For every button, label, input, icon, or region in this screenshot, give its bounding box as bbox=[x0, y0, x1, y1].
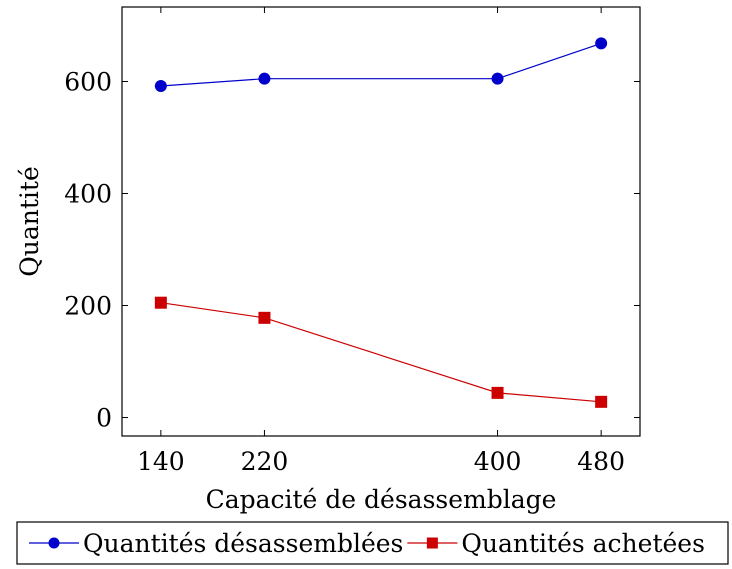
legend-box bbox=[16, 521, 729, 565]
y-axis-ticks: 0 200 400 600 bbox=[64, 67, 640, 433]
legend-label: Quantités désassemblées bbox=[83, 529, 403, 558]
series-layer bbox=[154, 37, 608, 408]
x-tick-label: 140 bbox=[137, 447, 185, 476]
data-point bbox=[258, 72, 271, 85]
y-tick-label: 600 bbox=[64, 67, 112, 96]
legend-label: Quantités achetées bbox=[461, 529, 705, 558]
data-point bbox=[258, 311, 271, 324]
x-axis-ticks: 140 220 400 480 bbox=[137, 7, 625, 476]
data-point bbox=[595, 37, 608, 50]
series-1 bbox=[154, 37, 608, 92]
data-point bbox=[154, 79, 167, 92]
data-point bbox=[491, 72, 504, 85]
plot-area bbox=[121, 6, 641, 437]
data-point bbox=[154, 296, 167, 309]
series-line bbox=[160, 302, 602, 403]
data-point bbox=[595, 395, 608, 408]
legend-item-2: Quantités achetées bbox=[407, 529, 705, 558]
data-point bbox=[491, 386, 504, 399]
plot-frame bbox=[121, 6, 641, 437]
legend-item-1: Quantités désassemblées bbox=[29, 529, 403, 558]
y-tick-label: 200 bbox=[64, 292, 112, 321]
legend: Quantités désassemblées Quantités achetée… bbox=[16, 521, 729, 565]
legend-marker bbox=[426, 537, 438, 549]
y-tick-label: 400 bbox=[64, 179, 112, 208]
x-tick-label: 480 bbox=[577, 447, 625, 476]
x-tick-label: 220 bbox=[241, 447, 289, 476]
x-tick-label: 400 bbox=[474, 447, 522, 476]
series-line bbox=[160, 42, 602, 87]
series-2 bbox=[154, 296, 608, 408]
y-axis-label: Quantité bbox=[15, 166, 44, 277]
y-tick-label: 0 bbox=[96, 404, 112, 433]
x-axis-label: Capacité de désassemblage bbox=[206, 485, 557, 514]
legend-marker bbox=[48, 537, 60, 549]
